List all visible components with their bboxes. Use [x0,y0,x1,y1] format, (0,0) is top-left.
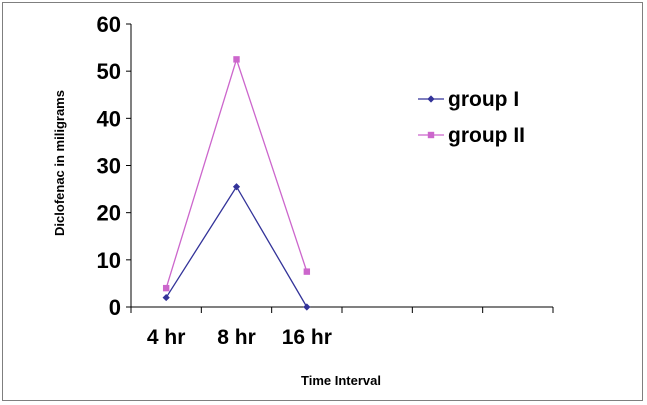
legend-group-ii-marker [427,131,435,139]
chart-frame [2,2,643,401]
y-tick-label: 0 [109,295,121,320]
group-ii-point [162,284,170,292]
y-tick-label: 30 [97,154,121,179]
y-tick-label: 50 [97,59,121,84]
group-i-line [165,185,308,308]
group-ii-point [233,56,240,63]
axes [130,24,553,308]
legend: group I group II [418,88,525,147]
group-i-point [232,183,241,191]
x-ticks: 4 hr 8 hr 16 hr [130,307,554,349]
group-i-point [303,303,311,311]
x-tick-label: 4 hr [147,326,186,349]
x-axis-label: Time Interval [301,373,381,388]
y-ticks: 0 10 20 30 40 50 60 [97,12,131,320]
y-tick-label: 60 [97,12,121,37]
group-ii-line [165,57,308,289]
group-ii-point [303,268,311,275]
y-tick-label: 40 [97,106,121,131]
x-tick-label: 16 hr [282,326,332,349]
y-axis-label: Diclofenac in miligrams [52,90,67,236]
x-tick-label: 8 hr [217,326,256,349]
y-tick-label: 20 [97,201,121,226]
series-layer [162,56,311,311]
legend-group-i-marker [427,95,435,103]
group-i-point [162,293,170,302]
y-tick-label: 10 [97,248,121,273]
legend-group-i-label: group I [448,88,519,111]
legend-group-ii-label: group II [448,124,525,147]
